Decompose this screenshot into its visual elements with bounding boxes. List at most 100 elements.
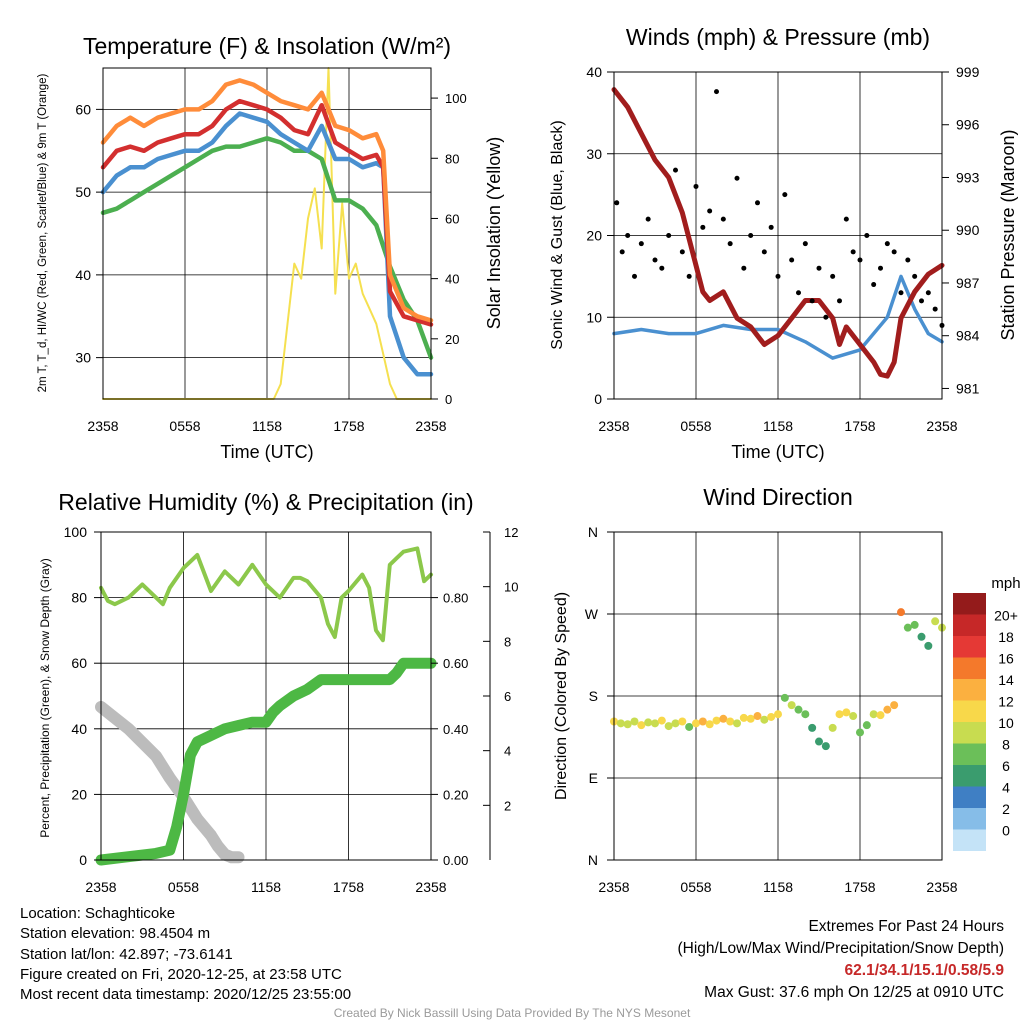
y-tick-label: 0.40 [443, 722, 468, 737]
gust-point [673, 167, 678, 173]
extremes-title: Extremes For Past 24 Hours [808, 918, 1004, 935]
y-tick-label: W [585, 606, 599, 622]
winds-ylabel: Sonic Wind & Gust (Blue, Black) [549, 120, 566, 349]
temperature-ticks: 2358 0558 1158 1758 2358 30 40 50 60 0 20 40 60 80 100 [75, 91, 466, 434]
gust-point [891, 249, 897, 255]
direction-point [616, 719, 625, 728]
legend-swatch [953, 786, 986, 808]
legend-label: 20+ [994, 608, 1018, 624]
station-elevation: Station elevation: 98.4504 m [20, 925, 211, 943]
winds-title: Winds (mph) & Pressure (mb) [626, 24, 930, 50]
speed-legend: mph 20+ 18 16 14 12 10 8 6 4 2 0 [953, 575, 1021, 851]
x-tick-label: 2358 [926, 418, 957, 434]
direction-point [644, 718, 653, 727]
station-info: Location: Schaghticoke Station elevation… [20, 904, 351, 1005]
direction-point [739, 713, 748, 722]
humidity-ticks: 2358 0558 1158 1758 2358 0 20 40 60 80 100 0.00 0.20… [64, 524, 519, 895]
pressure-ylabel: Station Pressure (Maroon) [998, 129, 1018, 340]
direction-point [746, 714, 755, 723]
direction-point [815, 737, 823, 746]
winds-panel: Winds (mph) & Pressure (mb) 2358 0558 1158… [549, 24, 1018, 462]
gust-point [884, 241, 890, 247]
y-tick-label: N [588, 524, 598, 540]
temperature-series [100, 67, 434, 400]
x-tick-label: 1758 [333, 418, 364, 434]
gust-point [741, 265, 747, 271]
y-tick-label: 80 [445, 151, 459, 166]
winds-grid [613, 72, 943, 399]
humidity-title: Relative Humidity (%) & Precipitation (i… [58, 489, 473, 515]
recent-timestamp: Most recent data timestamp: 2020/12/25 2… [20, 986, 352, 1004]
x-tick-label: 1758 [844, 418, 875, 434]
y-tick-label: E [589, 770, 598, 786]
direction-point [733, 719, 741, 728]
snow-axis-label: 10 [504, 580, 518, 595]
legend-swatch [953, 765, 986, 787]
direction-point [623, 720, 632, 729]
legend-swatch [953, 679, 986, 701]
snow-axis-label: 6 [504, 689, 511, 704]
direction-point [698, 717, 707, 726]
x-tick-label: 2358 [926, 879, 957, 895]
direction-point [849, 712, 858, 721]
direction-point [835, 710, 844, 719]
x-tick-label: 2358 [87, 418, 118, 434]
legend-label: 14 [998, 672, 1014, 688]
y-tick-label: 20 [445, 332, 459, 347]
gust-point [925, 290, 931, 296]
gust-point [837, 298, 842, 304]
snow-axis-label: 4 [504, 744, 511, 759]
x-tick-label: 2358 [598, 418, 629, 434]
y-tick-label: 40 [71, 721, 87, 737]
direction-point [876, 711, 885, 720]
gust-point [734, 175, 740, 181]
y-tick-label: N [588, 852, 598, 868]
y-tick-label: 0 [594, 391, 602, 407]
gust-point [823, 314, 829, 320]
direction-series [610, 608, 946, 751]
extremes-box: Extremes For Past 24 Hours (High/Low/Max… [678, 916, 1005, 1004]
max-gust: Max Gust: 37.6 mph On 12/25 at 0910 UTC [704, 984, 1004, 1001]
gust-point [748, 233, 754, 238]
gust-point [809, 298, 815, 304]
gust-point [802, 241, 808, 247]
pressure-line [611, 87, 945, 379]
y-tick-label: 0.20 [443, 787, 468, 802]
legend-swatch [953, 743, 986, 765]
y-tick-label: 20 [586, 228, 602, 244]
legend-swatch [953, 614, 986, 636]
snow-axis-label: 12 [504, 525, 518, 540]
legend-label: 12 [998, 694, 1014, 710]
gust-point [666, 233, 672, 238]
gust-point [782, 192, 788, 198]
y-tick-label: 40 [586, 64, 602, 80]
legend-swatch [953, 700, 986, 722]
insolation-ylabel: Solar Insolation (Yellow) [484, 137, 504, 329]
gust-point [714, 89, 719, 95]
y-tick-label: 981 [956, 380, 980, 396]
direction-point [910, 620, 919, 629]
x-tick-label: 1158 [252, 418, 282, 434]
direction-point [794, 705, 803, 714]
direction-point [685, 722, 694, 731]
y-tick-label: 50 [75, 184, 91, 200]
y-tick-label: 0 [79, 852, 87, 868]
y-tick-label: 999 [956, 64, 980, 80]
x-tick-label: 2358 [415, 418, 446, 434]
direction-point [808, 723, 817, 732]
gust-point [652, 257, 658, 263]
y-tick-label: 987 [956, 275, 980, 291]
y-tick-label: S [589, 688, 598, 704]
temperature-title: Temperature (F) & Insolation (W/m²) [83, 33, 451, 59]
figure-created: Figure created on Fri, 2020-12-25, at 23… [20, 965, 342, 983]
gust-point [755, 200, 760, 206]
y-tick-label: 20 [71, 786, 87, 802]
credit-line: Created By Nick Bassill Using Data Provi… [333, 1006, 691, 1020]
y-tick-label: 80 [71, 590, 87, 606]
legend-label: 16 [998, 651, 1014, 667]
y-tick-label: 993 [956, 169, 980, 185]
x-tick-label: 2358 [598, 879, 629, 895]
gust-point [843, 216, 849, 222]
snow-axis-label: 2 [504, 798, 511, 813]
